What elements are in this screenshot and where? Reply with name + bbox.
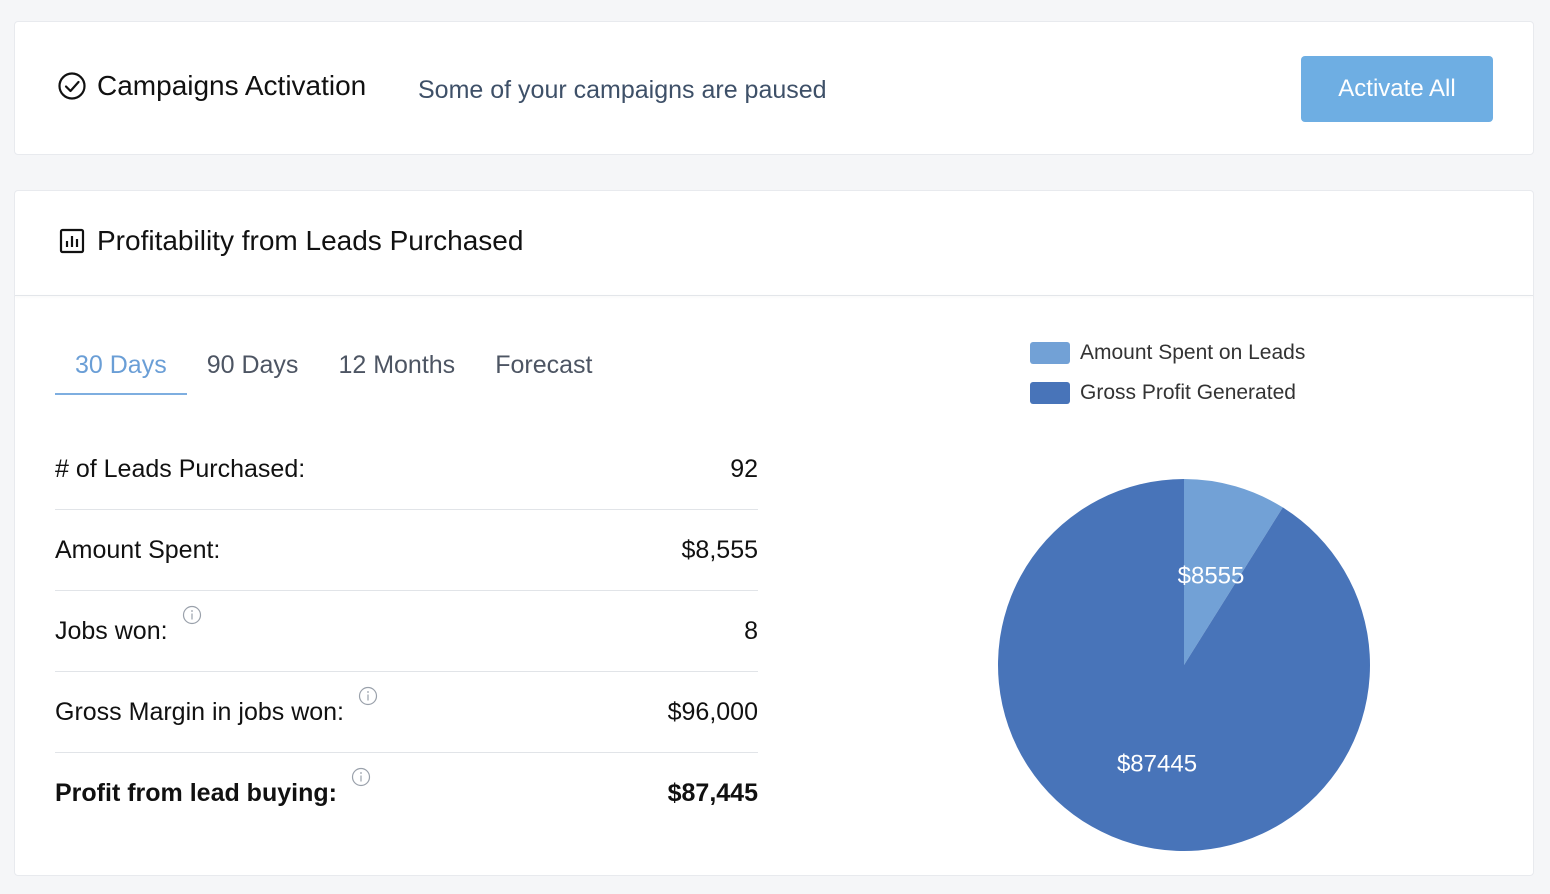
stat-value: $8,555 [681, 535, 758, 564]
profitability-header: Profitability from Leads Purchased [57, 225, 523, 257]
tab-12-months[interactable]: 12 Months [338, 351, 456, 379]
header-divider [15, 295, 1533, 296]
campaigns-activation-card: Campaigns Activation Some of your campai… [14, 21, 1534, 155]
stat-row-amount-spent: Amount Spent: $8,555 [55, 510, 758, 591]
stat-row-profit: Profit from lead buying: $87,445 [55, 753, 758, 834]
stat-label: Amount Spent: [55, 535, 221, 564]
legend-item-amount-spent[interactable]: Amount Spent on Leads [1030, 341, 1305, 365]
bar-chart-icon [57, 226, 87, 256]
stat-value: $87,445 [667, 779, 758, 807]
stat-label: Gross Margin in jobs won: [55, 697, 345, 726]
activation-subtitle: Some of your campaigns are paused [418, 76, 827, 104]
legend-label: Gross Profit Generated [1080, 381, 1296, 404]
pie-label-amount-spent: $8555 [1178, 562, 1245, 589]
stat-row-jobs-won: Jobs won: 8 [55, 591, 758, 672]
check-circle-icon [57, 71, 87, 101]
info-icon[interactable] [351, 765, 371, 787]
stat-label: # of Leads Purchased: [55, 454, 306, 483]
stat-row-gross-margin: Gross Margin in jobs won: $96,000 [55, 672, 758, 753]
activation-header: Campaigns Activation [57, 70, 366, 102]
pie-slice-amount-spent[interactable] [1184, 479, 1283, 665]
profit-pie-chart: $8555 $87445 Amount Spent on Leads Gross … [955, 341, 1455, 861]
tab-90-days[interactable]: 90 Days [206, 351, 299, 379]
info-icon[interactable] [182, 603, 202, 624]
stat-row-leads-purchased: # of Leads Purchased: 92 [55, 429, 758, 510]
stat-value: 8 [744, 616, 758, 645]
tab-30-days[interactable]: 30 Days [55, 339, 187, 395]
legend-swatch [1030, 382, 1070, 404]
stat-value: $96,000 [667, 697, 758, 726]
legend-label: Amount Spent on Leads [1080, 341, 1306, 364]
stat-label: Jobs won: [55, 616, 168, 645]
activation-title: Campaigns Activation [97, 70, 367, 101]
pie-slice-gross-profit[interactable] [998, 479, 1370, 851]
activate-all-button[interactable]: Activate All [1301, 56, 1493, 122]
pie-label-gross-profit: $87445 [1117, 750, 1197, 777]
tab-forecast[interactable]: Forecast [495, 351, 593, 379]
stat-label: Profit from lead buying: [55, 779, 337, 807]
profitability-title: Profitability from Leads Purchased [97, 225, 524, 256]
stats-table: # of Leads Purchased: 92 Amount Spent: $… [55, 429, 758, 834]
legend-item-gross-profit[interactable]: Gross Profit Generated [1030, 381, 1296, 405]
period-tabs: 30 Days 90 Days 12 Months Forecast [55, 339, 612, 397]
legend-swatch [1030, 342, 1070, 364]
profitability-card: Profitability from Leads Purchased 30 Da… [14, 190, 1534, 876]
pie-svg: $8555 $87445 [998, 479, 1370, 851]
info-icon[interactable] [358, 684, 378, 705]
stat-value: 92 [730, 454, 758, 483]
